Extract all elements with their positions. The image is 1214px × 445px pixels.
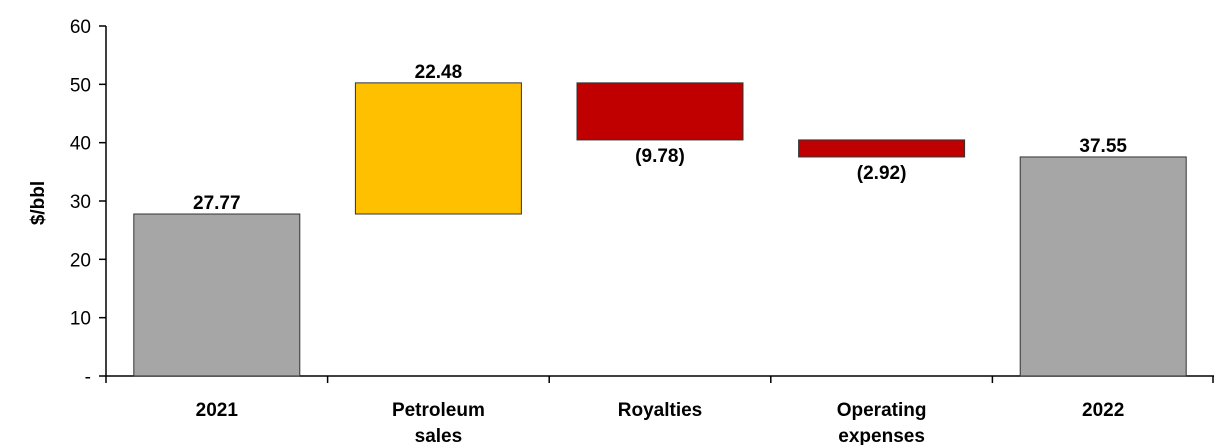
y-tick-label: 40 [70, 134, 91, 155]
bar-total [133, 213, 301, 377]
data-label: 27.77 [193, 193, 241, 214]
y-tick-label: 20 [70, 250, 91, 271]
bar-increase [354, 82, 522, 215]
category-label: 2022 [1082, 400, 1124, 421]
y-axis: - 10 20 30 40 50 60 [70, 17, 107, 388]
data-label: 22.48 [415, 62, 463, 83]
y-tick-label: 50 [70, 75, 91, 96]
data-label: (2.92) [857, 163, 907, 184]
category-label: sales [415, 426, 463, 445]
data-labels-group: 27.77 22.48 (9.78) (2.92) 37.55 [193, 62, 1127, 214]
category-label: Operating [837, 400, 927, 421]
y-axis-title-text: $/bbl [28, 181, 49, 225]
category-label: Petroleum [392, 400, 485, 421]
category-labels-group: 2021 Petroleum sales Royalties Operating expe… [196, 400, 1125, 445]
bar-decrease [576, 82, 744, 141]
data-label: (9.78) [635, 146, 685, 167]
bars-group [133, 82, 1187, 377]
y-axis-title: $/bbl [28, 181, 49, 225]
bar-total [1019, 156, 1187, 377]
y-tick-label: - [85, 367, 91, 388]
data-label: 37.55 [1079, 136, 1127, 157]
category-label: Royalties [618, 400, 702, 421]
category-label: expenses [838, 426, 925, 445]
category-label: 2021 [196, 400, 239, 421]
y-tick-label: 60 [70, 17, 91, 38]
y-tick-label: 10 [70, 309, 91, 330]
y-tick-label: 30 [70, 192, 91, 213]
bar-decrease [798, 139, 966, 158]
x-axis [105, 375, 1214, 383]
